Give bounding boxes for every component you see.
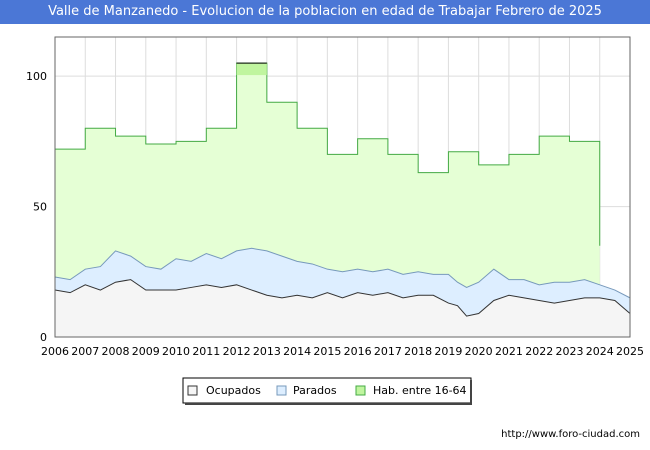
legend: Ocupados Parados Hab. entre 16-64 <box>182 377 472 405</box>
y-tick-labels: 0 50 100 <box>26 70 47 344</box>
x-tick-2019: 2019 <box>434 345 462 358</box>
x-tick-2015: 2015 <box>313 345 341 358</box>
legend-swatch-ocupados <box>187 385 198 396</box>
legend-swatch-parados <box>276 385 287 396</box>
x-tick-2006: 2006 <box>41 345 69 358</box>
x-tick-2023: 2023 <box>555 345 583 358</box>
legend-swatch-hab <box>355 385 366 396</box>
x-tick-2022: 2022 <box>525 345 553 358</box>
legend-label-ocupados: Ocupados <box>206 384 261 397</box>
line-hab <box>55 62 601 246</box>
x-tick-2014: 2014 <box>283 345 311 358</box>
x-tick-2021: 2021 <box>495 345 523 358</box>
source-url: http://www.foro-ciudad.com <box>501 429 640 440</box>
x-tick-2025: 2025 <box>616 345 644 358</box>
legend-label-parados: Parados <box>293 384 337 397</box>
area-hab-peak <box>236 63 267 76</box>
x-tick-2009: 2009 <box>132 345 160 358</box>
axes <box>54 36 631 338</box>
x-tick-2013: 2013 <box>253 345 281 358</box>
chart-title: Valle de Manzanedo - Evolucion de la pob… <box>0 0 650 24</box>
x-tick-labels: 2006 2007 2008 2009 2010 2011 2012 2013 2014 2015… <box>41 345 644 358</box>
x-tick-2008: 2008 <box>102 345 130 358</box>
x-tick-2010: 2010 <box>162 345 190 358</box>
line-parados <box>54 247 631 299</box>
y-tick-100: 100 <box>26 70 47 83</box>
y-tick-0: 0 <box>40 331 47 344</box>
x-tick-2017: 2017 <box>374 345 402 358</box>
x-tick-2016: 2016 <box>344 345 372 358</box>
x-tick-2024: 2024 <box>586 345 614 358</box>
y-tick-50: 50 <box>33 201 47 214</box>
x-tick-2020: 2020 <box>465 345 493 358</box>
area-ocupados <box>55 279 630 337</box>
series-areas <box>54 62 631 338</box>
line-ocupados <box>54 279 631 317</box>
x-tick-2012: 2012 <box>223 345 251 358</box>
x-tick-2011: 2011 <box>192 345 220 358</box>
x-tick-2007: 2007 <box>71 345 99 358</box>
plot-border <box>54 36 631 338</box>
x-tick-2018: 2018 <box>404 345 432 358</box>
legend-label-hab: Hab. entre 16-64 <box>373 384 467 397</box>
